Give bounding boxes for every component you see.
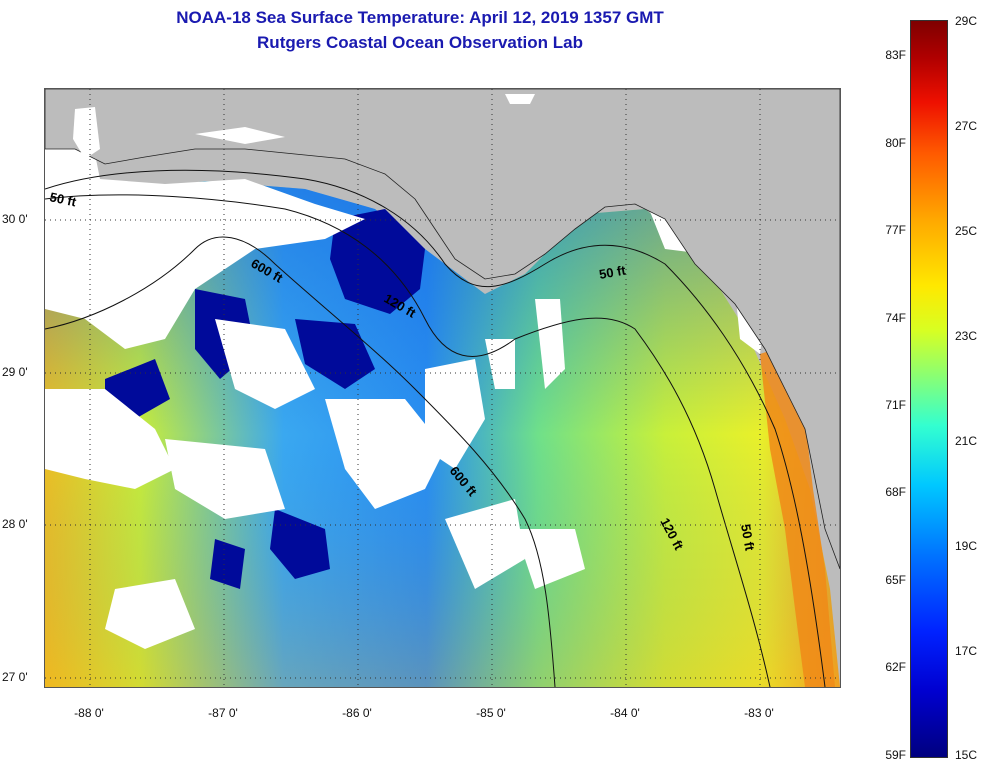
lat-label: 29 0' [2,365,28,379]
coastal-inlets [73,94,535,159]
contour-label: 50 ft [738,523,758,553]
colorbar-c-label: 21C [955,434,978,448]
colorbar-f-label: 80F [885,136,906,150]
lat-label: 27 0' [2,670,28,684]
colorbar-f-label: 65F [885,573,906,587]
colorbar-f-label: 74F [885,311,906,325]
colorbar-f-label: 59F [885,748,906,762]
temperature-colorbar [910,20,948,758]
colorbar-c-label: 25C [955,224,978,238]
lon-label: -83 0' [744,706,774,720]
colorbar-f-label: 77F [885,223,906,237]
sst-map: 50 ft 600 ft 120 ft 50 ft 600 ft 120 ft … [44,88,841,688]
cloud-cover [45,89,765,649]
lat-label: 28 0' [2,517,28,531]
title-line-1: NOAA-18 Sea Surface Temperature: April 1… [176,8,664,27]
lon-label: -87 0' [208,706,238,720]
lon-label: -85 0' [476,706,506,720]
lon-label: -86 0' [342,706,372,720]
contour-label: 50 ft [48,189,78,209]
lat-label: 30 0' [2,212,28,226]
colorbar-f-label: 68F [885,485,906,499]
title-line-2: Rutgers Coastal Ocean Observation Lab [257,33,583,52]
lon-label: -88 0' [74,706,104,720]
contour-label: 50 ft [598,262,628,282]
colorbar-c-label: 19C [955,539,978,553]
colorbar-c-label: 15C [955,748,978,762]
lon-label: -84 0' [610,706,640,720]
colorbar-c-label: 29C [955,14,978,28]
depth-contours [45,169,826,687]
colorbar-c-label: 23C [955,329,978,343]
colorbar-f-label: 62F [885,660,906,674]
colorbar-c-label: 17C [955,644,978,658]
colorbar-c-label: 27C [955,119,978,133]
sst-map-canvas: 50 ft 600 ft 120 ft 50 ft 600 ft 120 ft … [45,89,840,687]
colorbar-f-label: 83F [885,48,906,62]
colorbar-f-label: 71F [885,398,906,412]
land-mass [45,89,840,570]
